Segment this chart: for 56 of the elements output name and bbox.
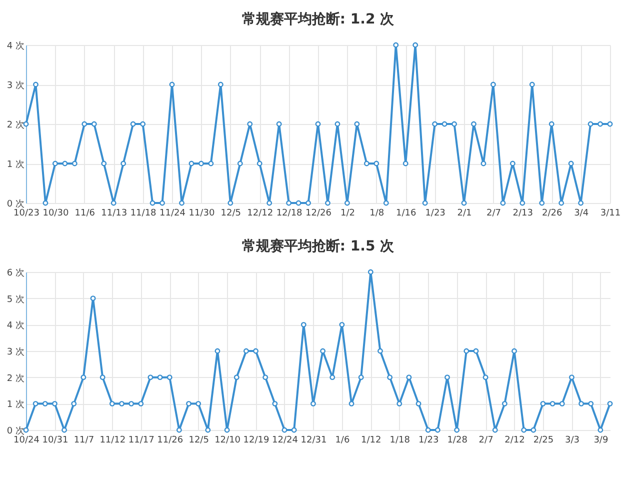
x-tick-label: 11/18 xyxy=(130,208,157,218)
x-tick-label: 2/13 xyxy=(512,208,534,218)
x-tick-label: 2/7 xyxy=(478,436,494,446)
x-tick-label: 11/6 xyxy=(74,208,96,218)
x-tick-label: 11/26 xyxy=(157,436,184,446)
x-tick-label: 10/24 xyxy=(14,436,40,446)
x-tick-label: 10/30 xyxy=(42,208,69,218)
y-tick-label: 0 次 xyxy=(6,198,24,210)
x-tick-label: 1/12 xyxy=(361,436,382,446)
x-tick-label: 12/10 xyxy=(214,436,241,446)
x-tick-label: 1/6 xyxy=(335,436,350,446)
x-tick-label: 3/4 xyxy=(574,208,589,218)
chart-title: 常规赛平均抢断: 1.5 次 xyxy=(242,237,396,254)
x-tick-label: 1/23 xyxy=(425,208,446,218)
y-tick-label: 4 次 xyxy=(6,40,24,52)
x-tick-label: 11/7 xyxy=(74,436,94,446)
x-tick-label: 11/24 xyxy=(160,208,186,218)
x-tick-label: 12/26 xyxy=(306,208,332,218)
x-tick-label: 11/30 xyxy=(188,208,215,218)
x-tick-label: 12/5 xyxy=(188,436,209,446)
y-tick-label: 5 次 xyxy=(6,294,24,305)
y-tick-label: 6 次 xyxy=(6,268,24,278)
x-tick-label: 12/5 xyxy=(220,208,242,218)
x-tick-label: 12/19 xyxy=(243,436,270,446)
x-tick-label: 1/23 xyxy=(418,436,439,446)
y-tick-label: 4 次 xyxy=(6,320,24,332)
x-tick-label: 2/1 xyxy=(457,208,472,218)
y-tick-label: 2 次 xyxy=(6,372,24,384)
x-tick-label: 12/24 xyxy=(272,436,298,446)
x-tick-label: 10/31 xyxy=(42,436,68,446)
y-tick-label: 3 次 xyxy=(6,80,24,91)
x-tick-label: 2/12 xyxy=(504,436,525,446)
x-tick-label: 11/17 xyxy=(128,436,154,446)
x-tick-label: 3/9 xyxy=(594,436,608,446)
y-tick-label: 1 次 xyxy=(6,159,24,170)
x-tick-label: 12/31 xyxy=(300,436,327,446)
x-tick-label: 11/13 xyxy=(101,208,128,218)
x-tick-label: 1/28 xyxy=(447,436,468,446)
x-tick-label: 2/26 xyxy=(542,208,562,218)
x-tick-label: 2/25 xyxy=(533,436,554,446)
x-tick-label: 3/3 xyxy=(564,436,580,446)
y-tick-label: 0 次 xyxy=(6,426,24,436)
x-tick-label: 1/8 xyxy=(370,208,384,218)
x-tick-label: 1/18 xyxy=(390,436,410,446)
y-tick-label: 3 次 xyxy=(6,346,24,358)
y-tick-label: 1 次 xyxy=(6,399,24,410)
x-tick-label: 12/12 xyxy=(247,208,274,218)
chart-title: 常规赛平均抢断: 1.2 次 xyxy=(242,10,396,28)
x-tick-label: 3/11 xyxy=(600,208,621,218)
x-tick-label: 1/2 xyxy=(340,208,355,218)
x-tick-label: 1/16 xyxy=(396,208,416,218)
x-tick-label: 12/18 xyxy=(276,208,303,218)
y-tick-label: 2 次 xyxy=(6,120,24,130)
x-tick-label: 10/23 xyxy=(14,208,40,218)
x-tick-label: 11/12 xyxy=(100,436,126,446)
x-tick-label: 2/7 xyxy=(486,208,501,218)
